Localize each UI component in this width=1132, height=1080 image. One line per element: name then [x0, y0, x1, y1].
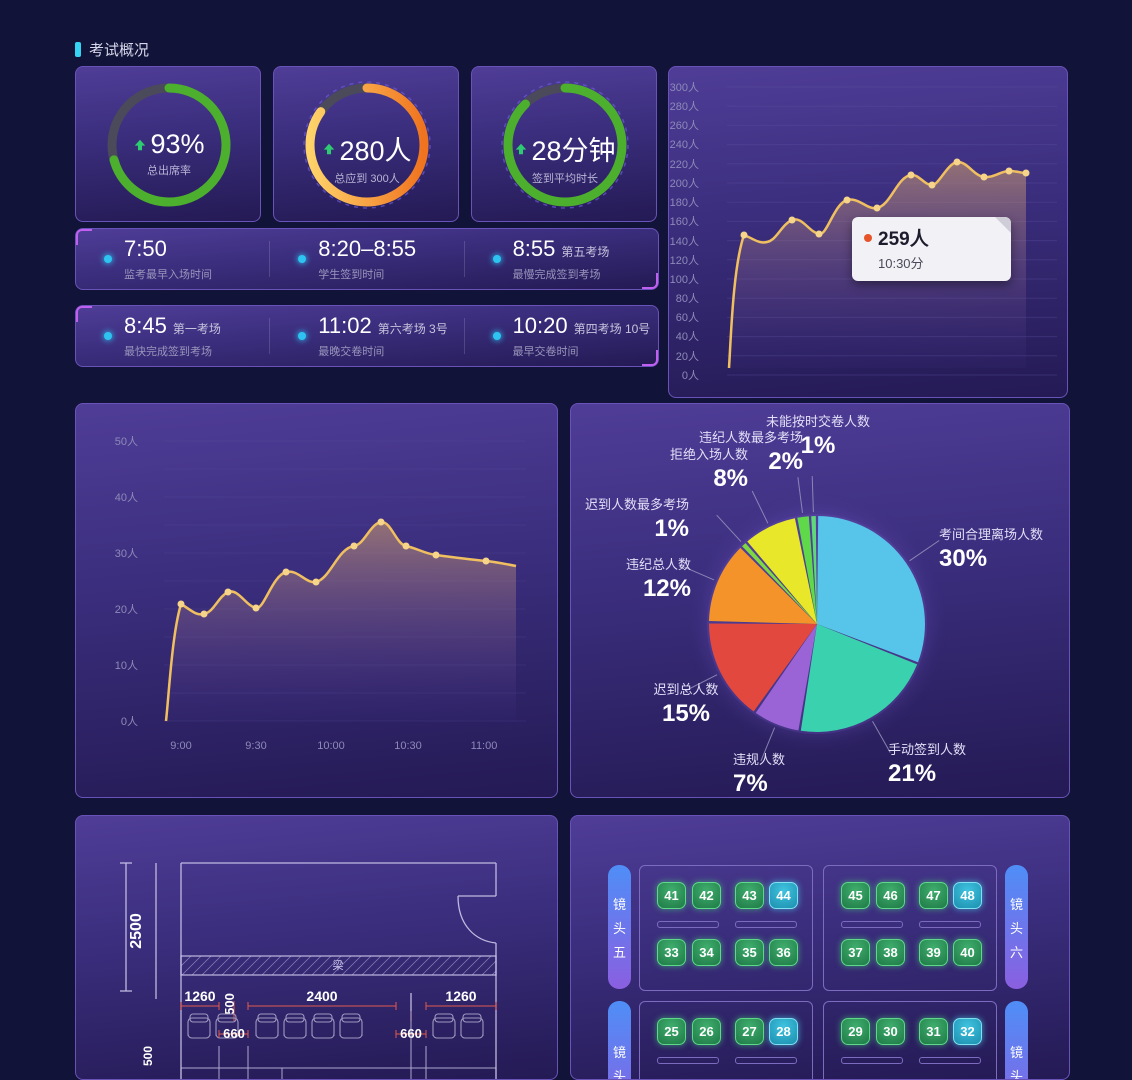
svg-text:200人: 200人 — [670, 177, 699, 190]
svg-text:220人: 220人 — [670, 158, 699, 171]
svg-text:2400: 2400 — [306, 988, 337, 1004]
svg-text:50人: 50人 — [115, 435, 138, 448]
svg-text:300人: 300人 — [670, 81, 699, 94]
svg-text:280人: 280人 — [670, 100, 699, 113]
svg-text:11:00: 11:00 — [471, 740, 498, 752]
svg-text:140人: 140人 — [670, 235, 699, 248]
svg-text:500: 500 — [222, 993, 237, 1015]
svg-text:500: 500 — [141, 1046, 155, 1066]
svg-text:0人: 0人 — [682, 369, 699, 382]
svg-text:160人: 160人 — [670, 215, 699, 228]
svg-text:2500: 2500 — [128, 913, 145, 949]
svg-text:120人: 120人 — [670, 254, 699, 267]
svg-text:100人: 100人 — [670, 273, 699, 286]
svg-text:9:30: 9:30 — [245, 740, 266, 752]
svg-text:240人: 240人 — [670, 138, 699, 151]
svg-text:0人: 0人 — [121, 715, 138, 728]
svg-text:60人: 60人 — [676, 311, 699, 324]
svg-text:180人: 180人 — [670, 196, 699, 209]
svg-text:30人: 30人 — [115, 547, 138, 560]
svg-text:40人: 40人 — [676, 330, 699, 343]
svg-text:梁: 梁 — [333, 958, 344, 972]
svg-text:40人: 40人 — [115, 491, 138, 504]
svg-text:10人: 10人 — [115, 659, 138, 672]
svg-text:10:00: 10:00 — [317, 740, 345, 752]
svg-text:1260: 1260 — [445, 988, 476, 1004]
svg-text:10:30: 10:30 — [394, 740, 422, 752]
svg-text:80人: 80人 — [676, 292, 699, 305]
svg-text:20人: 20人 — [676, 350, 699, 363]
svg-text:9:00: 9:00 — [170, 740, 191, 752]
svg-text:1260: 1260 — [184, 988, 215, 1004]
svg-text:660: 660 — [223, 1026, 245, 1041]
svg-text:260人: 260人 — [670, 119, 699, 132]
svg-text:20人: 20人 — [115, 603, 138, 616]
